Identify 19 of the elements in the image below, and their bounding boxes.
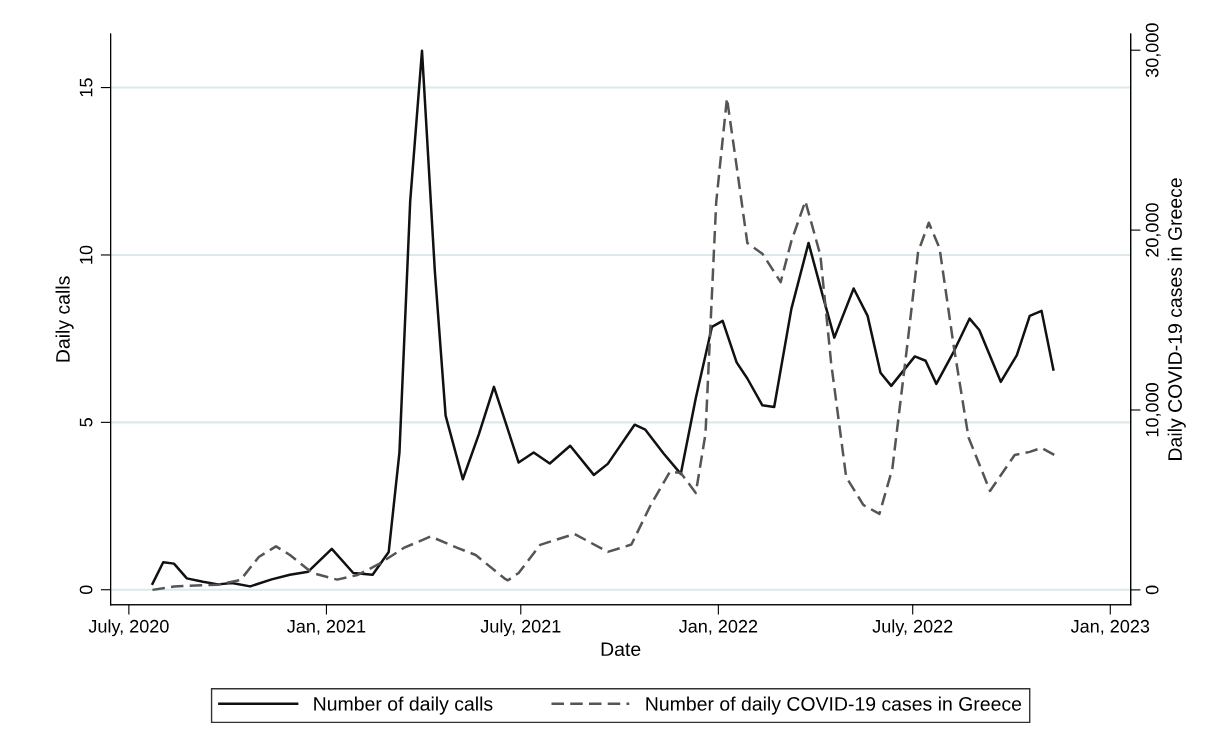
y2-tick-label: 10,000: [1145, 383, 1161, 437]
x-tick-label: Jan, 2022: [678, 619, 758, 635]
legend-label: Number of daily COVID-19 cases in Greece: [646, 696, 1022, 715]
x-tick-label: July, 2021: [480, 619, 561, 637]
y-axis-title: Daily calls: [55, 276, 74, 362]
y-tick-label: 5: [79, 418, 93, 427]
y-tick-label: 15: [79, 78, 93, 97]
x-tick-label: Jan, 2021: [287, 619, 366, 635]
y2-axis-title: Daily COVID-19 cases in Greece: [1167, 178, 1186, 460]
y2-tick-label: 20,000: [1145, 203, 1161, 257]
x-axis-title: Date: [601, 642, 641, 657]
y-tick-label: 10: [79, 245, 93, 264]
y2-tick-label: 30,000: [1145, 23, 1161, 78]
legend-label: Number of daily calls: [314, 696, 493, 715]
y-tick-label: 0: [79, 585, 93, 595]
x-tick-label: Jan, 2023: [1070, 619, 1150, 635]
x-tick-label: July, 2020: [88, 619, 169, 637]
x-tick-label: July, 2022: [872, 619, 953, 637]
y2-tick-label: 0: [1145, 585, 1159, 595]
